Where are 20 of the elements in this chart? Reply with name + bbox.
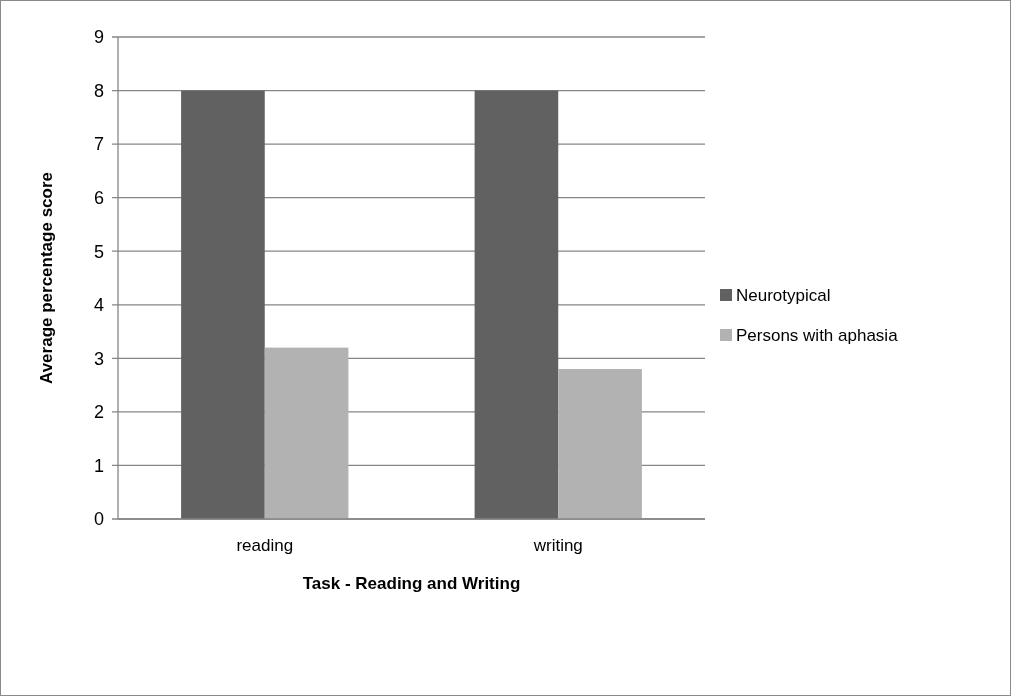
y-tick-label: 7 — [93, 134, 104, 155]
bar — [474, 90, 559, 519]
bar — [264, 347, 349, 519]
y-axis-title: Average percentage score — [37, 172, 56, 384]
x-axis-title: Task - Reading and Writing — [302, 574, 521, 593]
legend-label: Neurotypical — [736, 285, 831, 305]
y-tick-label: 3 — [93, 348, 104, 369]
y-tick-label: 2 — [93, 402, 104, 423]
y-tick-label: 0 — [93, 509, 104, 530]
y-tick-label: 4 — [93, 295, 104, 316]
x-tick-label: reading — [236, 536, 294, 555]
bar — [181, 90, 265, 519]
y-tick-label: 1 — [93, 455, 104, 476]
y-tick-label: 8 — [93, 80, 104, 101]
x-tick-label: writing — [532, 536, 583, 555]
y-tick-label: 9 — [93, 27, 104, 48]
bar — [558, 369, 642, 519]
legend-label: Persons with aphasia — [736, 325, 899, 345]
y-tick-label: 6 — [93, 187, 104, 208]
y-tick-label: 5 — [93, 241, 104, 262]
